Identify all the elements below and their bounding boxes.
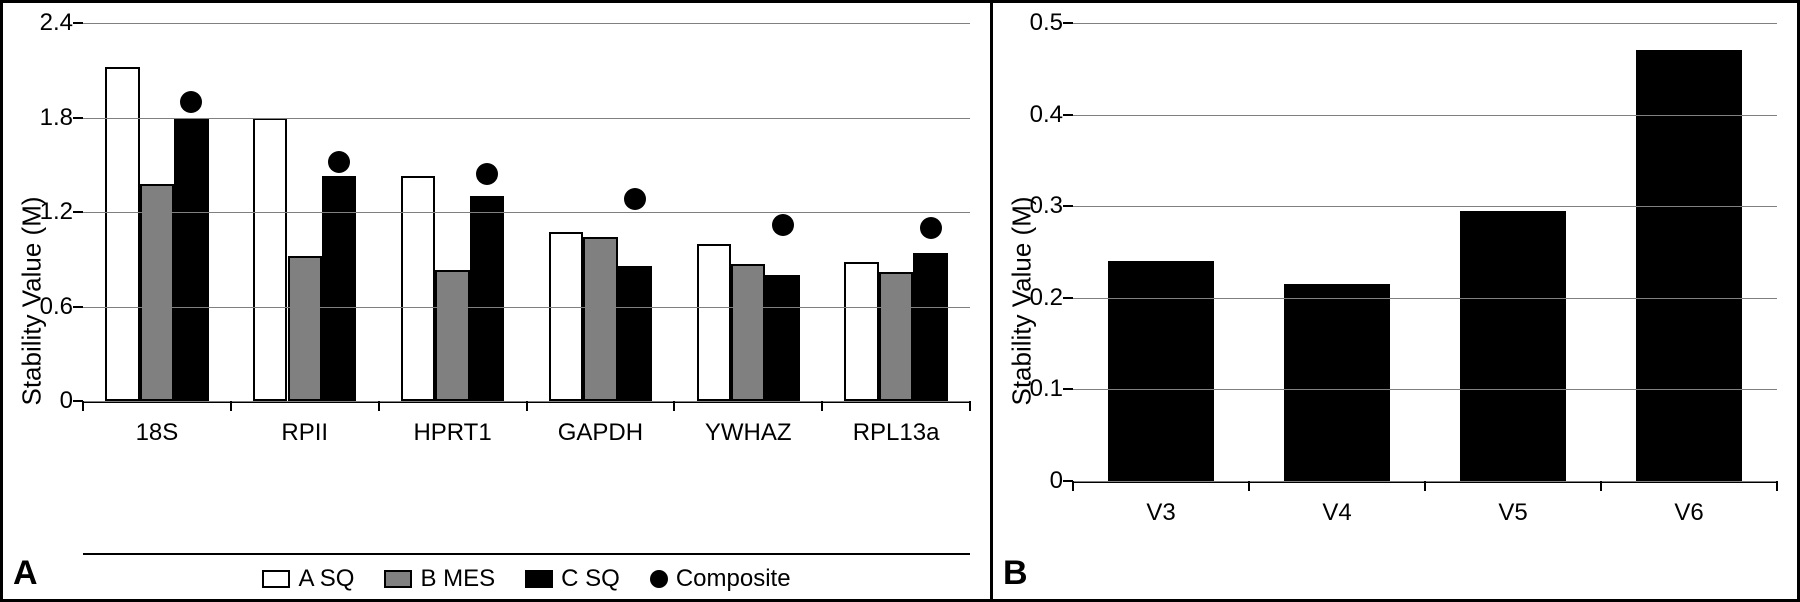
legend-item: B MES: [384, 565, 495, 593]
panel-b-bars-layer: [1073, 23, 1777, 481]
panel-b-plot-area: 00.10.20.30.40.5: [1073, 23, 1777, 483]
gridline: [83, 118, 970, 119]
xtick-mark: [1776, 481, 1778, 491]
legend-item: A SQ: [262, 565, 354, 593]
panel-a-plot: 00.61.21.82.4 18SRPIIHPRT1GAPDHYWHAZRPL1…: [83, 23, 970, 553]
bar: [1108, 261, 1214, 481]
xtick-mark: [1600, 481, 1602, 491]
panel-b-letter: B: [1003, 554, 1028, 593]
ytick-mark: [1063, 22, 1073, 24]
xaxis-label: HPRT1: [379, 403, 527, 447]
gridline: [1073, 115, 1777, 116]
xaxis-label: RPL13a: [822, 403, 970, 447]
xaxis-label: V5: [1425, 483, 1601, 527]
panel-a-plot-area: 00.61.21.82.4: [83, 23, 970, 403]
ytick-mark: [1063, 114, 1073, 116]
composite-marker: [920, 217, 942, 239]
panel-a-letter: A: [13, 554, 38, 593]
legend-label: B MES: [420, 565, 495, 593]
xtick-mark: [230, 401, 232, 411]
gridline: [83, 23, 970, 24]
bar: [1284, 284, 1390, 481]
gridline: [1073, 23, 1777, 24]
bar: [1460, 211, 1566, 481]
legend-label: Composite: [676, 565, 791, 593]
xaxis-label: RPII: [231, 403, 379, 447]
composite-marker: [180, 91, 202, 113]
ytick-mark: [1063, 205, 1073, 207]
legend-swatch: [650, 570, 668, 588]
composite-marker: [328, 151, 350, 173]
gridline: [1073, 298, 1777, 299]
xtick-mark: [1424, 481, 1426, 491]
xaxis-label: YWHAZ: [674, 403, 822, 447]
xtick-mark: [526, 401, 528, 411]
ytick-mark: [73, 22, 83, 24]
composite-marker: [772, 214, 794, 236]
xaxis-label: V6: [1601, 483, 1777, 527]
figure: Stability Value (M) 00.61.21.82.4 18SRPI…: [0, 0, 1800, 602]
gridline: [83, 212, 970, 213]
gridline: [1073, 389, 1777, 390]
xaxis-label: 18S: [83, 403, 231, 447]
xtick-mark: [82, 401, 84, 411]
xtick-mark: [673, 401, 675, 411]
xaxis-label: GAPDH: [526, 403, 674, 447]
panel-a: Stability Value (M) 00.61.21.82.4 18SRPI…: [3, 3, 993, 599]
xtick-mark: [1248, 481, 1250, 491]
legend-label: C SQ: [561, 565, 620, 593]
panel-b-plot: 00.10.20.30.40.5 V3V4V5V6: [1073, 23, 1777, 599]
legend-item: Composite: [650, 565, 791, 593]
gridline: [83, 307, 970, 308]
composite-marker: [476, 163, 498, 185]
legend-swatch: [262, 570, 290, 588]
ytick-mark: [1063, 297, 1073, 299]
gridline: [1073, 206, 1777, 207]
xtick-mark: [1072, 481, 1074, 491]
xaxis-label: V3: [1073, 483, 1249, 527]
ytick-mark: [73, 306, 83, 308]
xtick-mark: [378, 401, 380, 411]
legend-item: C SQ: [525, 565, 620, 593]
ytick-mark: [1063, 388, 1073, 390]
ytick-mark: [73, 117, 83, 119]
panel-a-legend: A SQ B MES C SQ Composite: [83, 553, 970, 599]
xtick-mark: [969, 401, 971, 411]
xaxis-label: V4: [1249, 483, 1425, 527]
panel-b: Stability Value (M) 00.10.20.30.40.5 V3V…: [993, 3, 1797, 599]
legend-swatch: [525, 570, 553, 588]
ytick-mark: [73, 211, 83, 213]
xtick-mark: [821, 401, 823, 411]
composite-marker: [624, 188, 646, 210]
legend-swatch: [384, 570, 412, 588]
legend-label: A SQ: [298, 565, 354, 593]
